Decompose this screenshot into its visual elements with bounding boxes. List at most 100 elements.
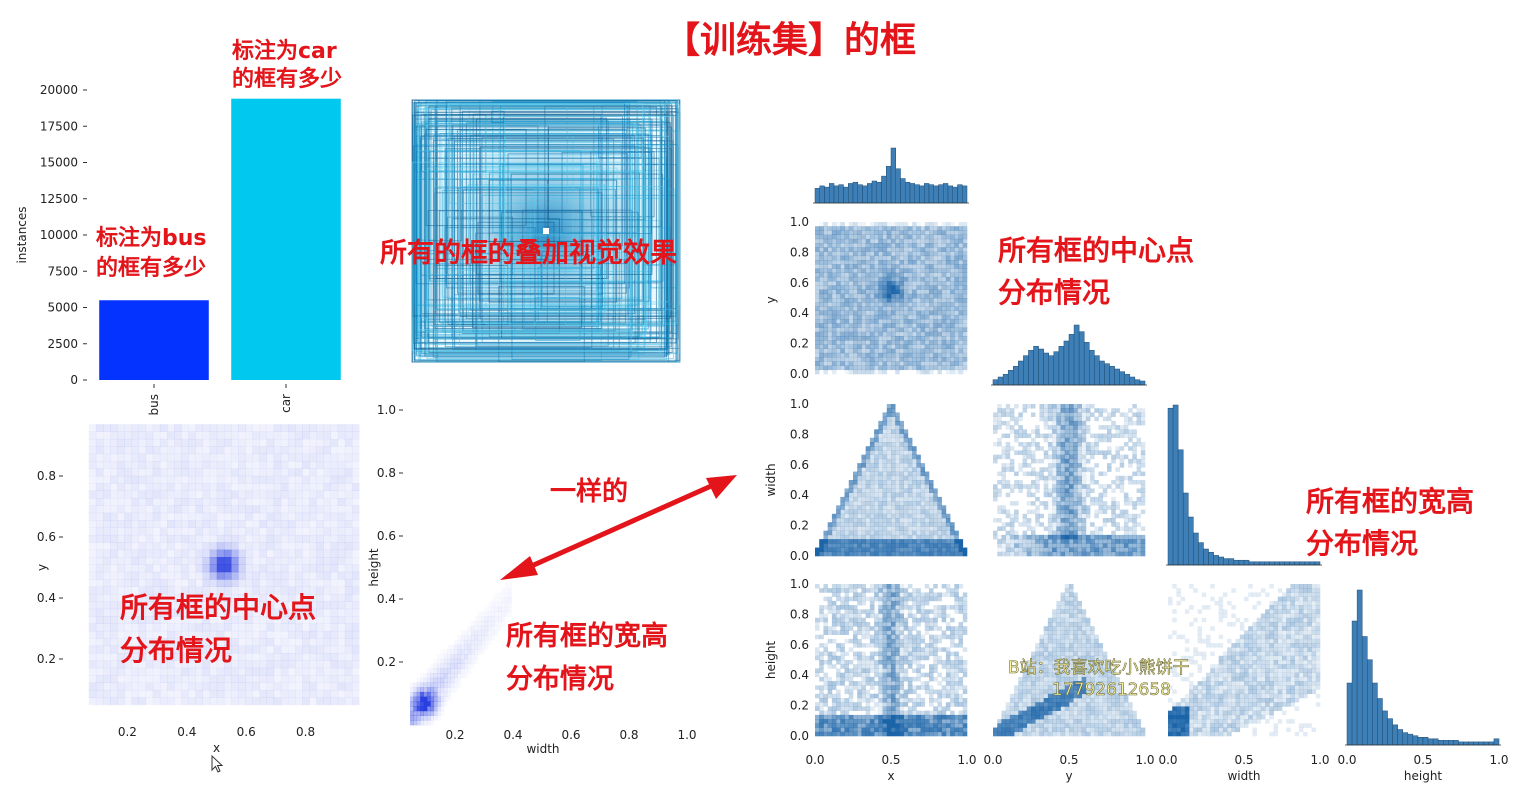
corr-xw-cell: [886, 442, 892, 447]
y-tick-label: 0.4: [377, 592, 396, 606]
corr-xy-cell: [882, 327, 888, 333]
corr-xy-cell: [861, 264, 866, 269]
center-density-cell: [167, 638, 175, 647]
center-density-cell: [323, 682, 332, 691]
wh-density-cell: [504, 602, 509, 608]
corr-yw-cell: [1001, 454, 1006, 460]
center-density-cell: [152, 520, 161, 528]
corr-xw-cell: [882, 463, 888, 468]
center-density-cell: [273, 453, 282, 462]
corr-xy-cell: [831, 336, 837, 341]
corr-xy-cell: [827, 234, 833, 240]
corr-xw-cell: [857, 513, 862, 519]
center-density-cell: [330, 645, 339, 654]
corr-yw-cell: [1035, 475, 1040, 481]
center-density-cell: [259, 468, 267, 477]
corr-xy-cell: [827, 327, 833, 333]
corr-xy-cell: [827, 289, 833, 295]
corr-xy-cell: [878, 285, 883, 290]
center-density-cell: [209, 660, 218, 669]
corr-xw-cell: [869, 442, 875, 447]
corr-yw-cell: [1069, 425, 1074, 430]
corr-xy-cell: [916, 281, 921, 286]
center-density-cell: [287, 571, 296, 580]
corr-xw-cell: [929, 526, 934, 531]
corr-yw-cell: [1064, 513, 1070, 519]
corr-xw-cell: [891, 433, 896, 439]
center-density-cell: [195, 557, 203, 565]
corr-yw-cell: [1073, 551, 1078, 557]
bar-bus: [99, 300, 209, 380]
corr-xy-cell: [844, 247, 850, 252]
center-density-cell: [309, 490, 317, 499]
center-density-cell: [337, 579, 346, 588]
corr-yw-cell: [1073, 475, 1078, 481]
corr-yw-cell: [1085, 408, 1091, 413]
corr-xw-cell: [874, 458, 879, 464]
corr-yw-cell: [1107, 467, 1112, 472]
center-density-cell: [138, 623, 147, 632]
corr-yw-cell: [1052, 420, 1057, 426]
corr-xy-cell: [924, 298, 930, 303]
center-density-cell: [287, 542, 296, 551]
center-density-cell: [181, 453, 189, 462]
corr-yw-cell: [1009, 530, 1015, 536]
wh-density-cell: [410, 682, 414, 687]
center-density-cell: [309, 638, 317, 647]
corr-xw-cell: [907, 454, 913, 460]
corr-xw-cell: [865, 492, 871, 498]
corr-xy-cell: [958, 281, 964, 286]
wh-density-cell: [464, 630, 468, 636]
wh-density-cell: [443, 668, 448, 674]
corr-yw-cell: [1123, 547, 1129, 553]
corr-xy-cell: [954, 260, 959, 265]
corr-yw-cell: [1043, 501, 1049, 506]
center-density-cell: [259, 586, 267, 595]
corr-xy-cell: [945, 264, 951, 269]
center-density-cell: [223, 497, 232, 506]
corr-xy-cell: [874, 319, 879, 324]
corr-xy-cell: [916, 365, 921, 371]
corr-yw-cell: [1009, 543, 1015, 548]
corr-xy-cell: [912, 264, 917, 269]
center-density-cell: [238, 483, 246, 492]
corr-yw-cell: [1056, 547, 1061, 553]
corr-xy-cell: [916, 260, 921, 265]
corr-yw-cell: [1026, 492, 1032, 498]
center-density-cell: [95, 520, 104, 528]
corr-xy-cell: [891, 344, 896, 349]
corr-xy-cell: [840, 310, 845, 316]
corr-xy-cell: [920, 247, 926, 252]
center-density-cell: [131, 601, 139, 610]
wh-density-cell: [423, 701, 428, 707]
corr-yw-cell: [1085, 492, 1091, 498]
center-density-cell: [188, 571, 196, 580]
corr-xy-cell: [878, 306, 883, 311]
corr-xy-cell: [853, 289, 858, 295]
corr-yw-cell: [1022, 539, 1028, 544]
center-density-cell: [117, 667, 125, 676]
hist-width-bar: [1304, 561, 1311, 566]
center-density-cell: [330, 468, 339, 477]
center-density-cell: [302, 586, 310, 595]
corr-xw-cell: [874, 475, 879, 481]
center-density-cell: [295, 682, 303, 691]
corr-xw-cell: [924, 480, 930, 485]
corr-xw-cell: [941, 522, 947, 527]
corr-yw-cell: [1048, 450, 1053, 455]
center-density-cell: [202, 446, 211, 455]
corr-xy-cell: [857, 298, 862, 303]
center-density-cell: [131, 616, 139, 624]
center-density-cell: [124, 497, 132, 506]
center-density-cell: [202, 542, 211, 551]
center-density-cell: [245, 667, 253, 676]
wh-density-cell: [460, 658, 465, 664]
center-density-cell: [252, 623, 260, 632]
corr-yw-cell: [1085, 513, 1091, 519]
corr-xw-cell: [912, 543, 917, 548]
corr-yw-cell: [1047, 463, 1053, 468]
center-density-cell: [145, 616, 154, 624]
corr-xh-cell: [815, 626, 820, 631]
corr-yw-cell: [1031, 526, 1036, 531]
corr-xy-cell: [941, 302, 947, 307]
